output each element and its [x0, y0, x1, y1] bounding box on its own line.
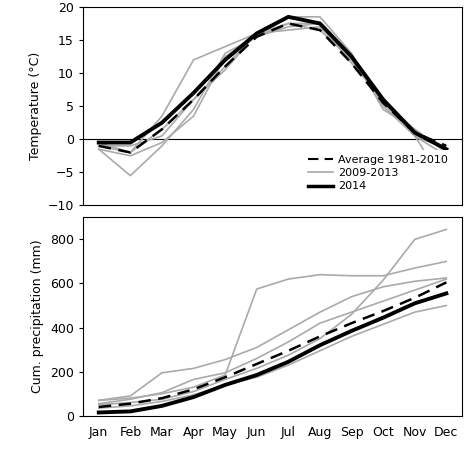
Y-axis label: Cum. precipitation (mm): Cum. precipitation (mm)	[31, 240, 45, 393]
Y-axis label: Temperature (°C): Temperature (°C)	[29, 52, 42, 160]
Legend: Average 1981-2010, 2009-2013, 2014: Average 1981-2010, 2009-2013, 2014	[304, 150, 453, 196]
